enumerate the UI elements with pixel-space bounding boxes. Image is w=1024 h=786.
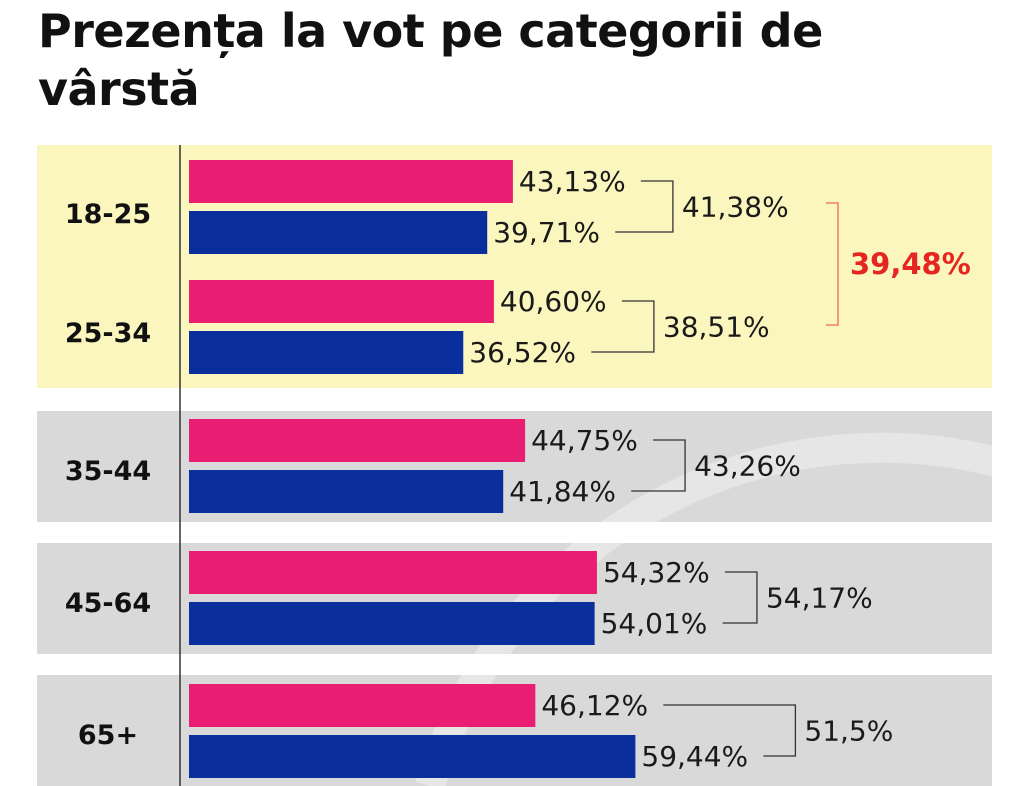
value-label-series-1: 46,12%	[541, 689, 648, 722]
group-total-label: 39,48%	[850, 247, 971, 281]
value-label-series-2: 59,44%	[641, 740, 748, 773]
average-bracket	[615, 180, 674, 233]
bar-series-2	[189, 735, 636, 778]
category-label: 45-64	[65, 588, 151, 619]
average-bracket	[722, 571, 758, 624]
category-label: 65+	[78, 720, 138, 751]
value-label-series-2: 54,01%	[601, 607, 708, 640]
group-total-bracket	[826, 202, 839, 326]
category-average-label: 51,5%	[804, 715, 893, 748]
category-label: 25-34	[65, 318, 151, 349]
category-average-label: 38,51%	[663, 311, 770, 344]
value-label-series-2: 39,71%	[493, 216, 600, 249]
category-label: 18-25	[65, 199, 151, 230]
bar-series-2	[189, 331, 464, 374]
bar-series-1	[189, 551, 597, 594]
bar-series-1	[189, 419, 526, 462]
category-average-label: 41,38%	[682, 191, 789, 224]
bar-series-2	[189, 602, 595, 645]
average-bracket	[591, 300, 655, 353]
value-label-series-1: 40,60%	[500, 285, 607, 318]
bar-series-2	[189, 470, 504, 513]
average-bracket	[631, 439, 686, 492]
bar-series-1	[189, 160, 513, 203]
value-label-series-2: 36,52%	[469, 336, 576, 369]
chart-title: Prezența la vot pe categorii de vârstă	[38, 4, 823, 116]
value-label-series-1: 44,75%	[531, 424, 638, 457]
watermark-ring	[415, 432, 1024, 786]
category-label: 35-44	[65, 456, 151, 487]
average-bracket	[663, 704, 797, 757]
bar-series-1	[189, 684, 536, 727]
value-label-series-1: 54,32%	[603, 556, 710, 589]
bar-series-2	[189, 211, 488, 254]
category-average-label: 54,17%	[766, 582, 873, 615]
value-label-series-2: 41,84%	[509, 475, 616, 508]
value-label-series-1: 43,13%	[519, 165, 626, 198]
bar-series-1	[189, 280, 494, 323]
category-average-label: 43,26%	[694, 450, 801, 483]
